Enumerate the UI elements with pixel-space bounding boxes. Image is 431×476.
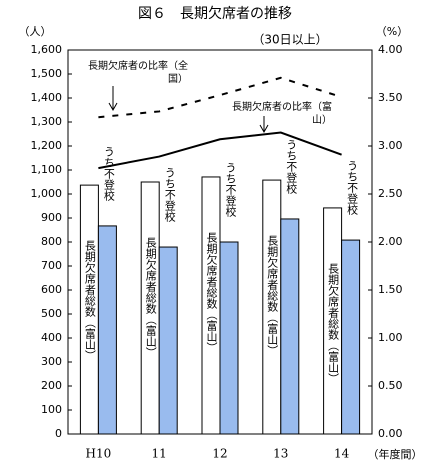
- x-tick-label: 14: [334, 447, 350, 461]
- x-tick-label: H10: [86, 447, 112, 461]
- y-tick-label: 900: [41, 211, 62, 224]
- bar: [341, 239, 361, 435]
- y-tick-label: 700: [41, 259, 62, 272]
- bar-series-label: 長期欠席者総数（富山）: [326, 262, 340, 384]
- bar-series-label: うち不登校: [163, 167, 177, 223]
- y2-tick-label: 2.50: [378, 187, 403, 200]
- bar-series-label: 長期欠席者総数（富山）: [144, 237, 158, 358]
- bar: [219, 241, 239, 435]
- y-axis-label: （人）: [19, 25, 52, 38]
- bar: [158, 246, 178, 435]
- annotation-arrowhead: [108, 102, 118, 112]
- y-tick-label: 200: [41, 379, 62, 392]
- bar-series-label: 長期欠席者総数（富山）: [205, 231, 218, 353]
- bar: [280, 218, 300, 435]
- y2-tick-label: 0.00: [378, 427, 403, 440]
- y-tick-label: 800: [41, 235, 62, 248]
- chart-title: 図６ 長期欠席者の推移: [138, 6, 292, 22]
- y2-tick-label: 3.00: [378, 139, 403, 152]
- bar-series-label: 長期欠席者総数（富山）: [83, 240, 97, 362]
- bar-series-label: うち不登校: [224, 162, 237, 217]
- x-tick-label: 13: [273, 447, 288, 461]
- x-tick-label: 11: [152, 447, 167, 461]
- bar-series-label: うち不登校: [102, 145, 116, 201]
- y-tick-label: 400: [41, 331, 62, 344]
- bar-series-label: うち不登校: [345, 160, 359, 216]
- y2-tick-label: 1.50: [378, 283, 403, 296]
- y-tick-label: 1,600: [31, 43, 63, 56]
- bar-series-label: 長期欠席者総数（富山）: [265, 235, 279, 357]
- y-tick-label: 100: [41, 403, 62, 416]
- line-annotation: 長期欠席者の比率（全国）: [88, 61, 188, 85]
- line-annotation: 長期欠席者の比率（富山）: [232, 102, 332, 126]
- y2-tick-label: 4.00: [378, 43, 403, 56]
- line: [98, 131, 342, 170]
- y-tick-label: 1,400: [31, 91, 63, 104]
- chart-subtitle: （30日以上）: [252, 33, 327, 47]
- x-tick-label: 12: [212, 447, 227, 461]
- y-tick-label: 1,000: [31, 187, 63, 200]
- y2-axis-label: （%）: [376, 25, 408, 38]
- y-tick-label: 1,100: [31, 163, 63, 176]
- y2-tick-label: 1.00: [378, 331, 403, 344]
- y2-tick-label: 0.50: [378, 379, 403, 392]
- annotation-arrowhead: [259, 124, 269, 134]
- y-tick-label: 0: [55, 427, 62, 440]
- bar-series-label: うち不登校: [284, 138, 298, 194]
- y-tick-label: 1,500: [31, 67, 63, 80]
- y-tick-label: 1,300: [31, 115, 63, 128]
- y-tick-label: 1,200: [31, 139, 63, 152]
- bar: [97, 225, 117, 435]
- x-axis-label: （年度間）: [368, 447, 423, 461]
- y-tick-label: 300: [41, 355, 62, 368]
- y-tick-label: 600: [41, 283, 62, 296]
- y-tick-label: 500: [41, 307, 62, 320]
- y2-tick-label: 2.00: [378, 235, 403, 248]
- y2-tick-label: 3.50: [378, 91, 403, 104]
